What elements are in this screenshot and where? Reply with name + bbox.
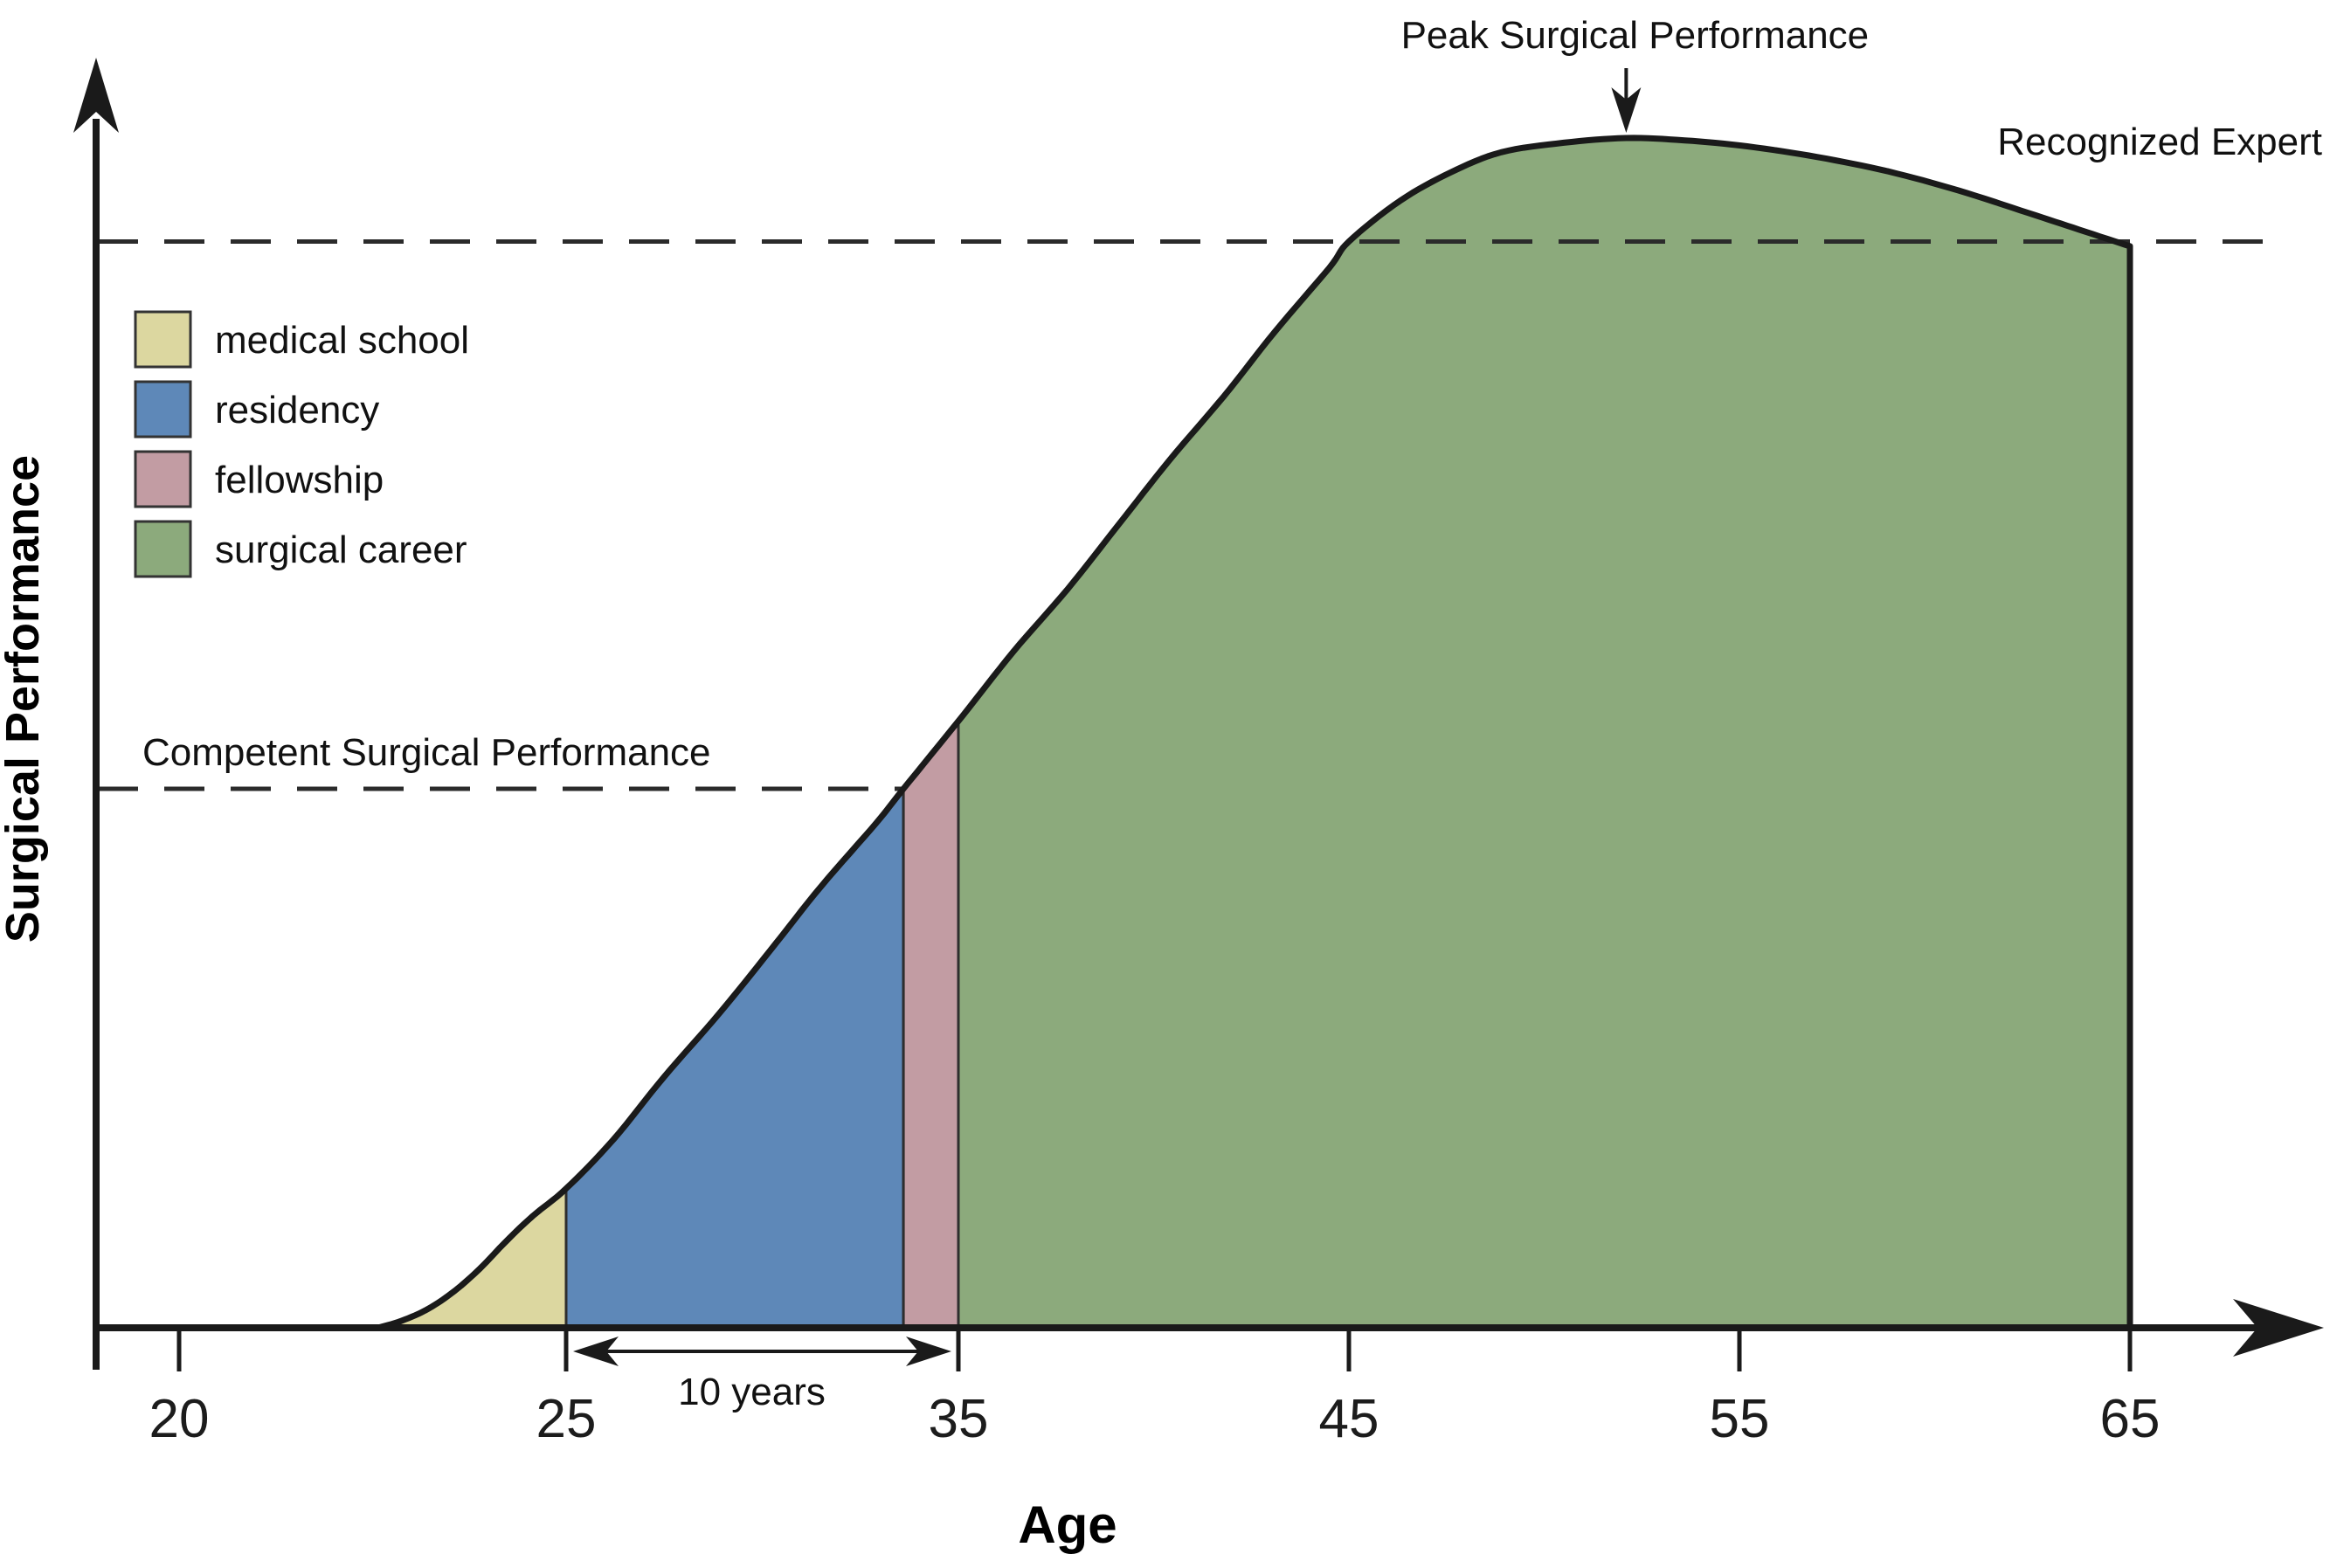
legend-swatch-residency <box>134 380 192 439</box>
ten-years-label: 10 years <box>678 1371 826 1413</box>
tick-label-55: 55 <box>1710 1389 1770 1449</box>
legend-swatch-surgical-career <box>134 520 192 578</box>
tick-label-20: 20 <box>149 1389 210 1449</box>
legend: medical school residency fellowship surgica… <box>134 310 469 578</box>
x-axis-ticks: 20 25 35 45 55 65 <box>149 1328 2161 1449</box>
performance-curve <box>377 135 2133 1331</box>
performance-curve-line <box>377 135 2133 1331</box>
tick-label-35: 35 <box>929 1389 989 1449</box>
legend-label-medical-school: medical school <box>215 319 469 362</box>
annotations: Peak Surgical Performance Recognized Exp… <box>142 14 2322 1413</box>
region-fellowship <box>902 717 960 1330</box>
y-axis-title: Surgical Performance <box>0 455 49 943</box>
legend-label-surgical-career: surgical career <box>215 528 467 571</box>
ten-years-left-arrowhead <box>573 1337 619 1366</box>
legend-swatch-fellowship <box>134 450 192 508</box>
legend-swatch-medical-school <box>134 310 192 369</box>
ten-years-right-arrowhead <box>906 1337 951 1366</box>
career-stage-regions <box>377 136 2132 1330</box>
peak-annotation: Peak Surgical Performance <box>1401 14 1870 57</box>
region-surgical-career <box>957 136 2132 1330</box>
tick-label-65: 65 <box>2100 1389 2161 1449</box>
recognized-expert-annotation: Recognized Expert <box>1997 121 2322 163</box>
x-axis-arrowhead <box>2233 1299 2324 1357</box>
legend-label-fellowship: fellowship <box>215 459 384 501</box>
legend-label-residency: residency <box>215 389 379 432</box>
dashed-guide-lines <box>98 238 2263 791</box>
x-axis-title: Age <box>1018 1495 1117 1554</box>
region-residency <box>564 784 905 1330</box>
tick-label-25: 25 <box>536 1389 597 1449</box>
competent-annotation: Competent Surgical Performance <box>142 731 711 774</box>
axes <box>73 58 2324 1370</box>
tick-label-45: 45 <box>1319 1389 1379 1449</box>
y-axis-arrowhead <box>73 58 119 133</box>
peak-arrowhead <box>1611 87 1642 133</box>
